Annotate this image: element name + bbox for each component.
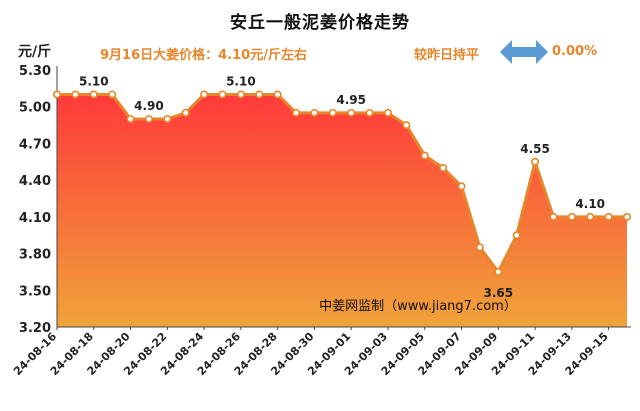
data-point <box>144 114 153 123</box>
y-tick-label: 4.70 <box>19 137 51 152</box>
data-point <box>420 151 429 160</box>
data-point <box>604 212 613 221</box>
y-tick-label: 3.80 <box>19 248 51 263</box>
data-point <box>512 231 521 240</box>
change-label: 较昨日持平 <box>414 48 480 63</box>
unit-label: 元/斤 <box>18 44 52 60</box>
data-point <box>531 157 540 166</box>
data-label: 4.90 <box>134 99 164 113</box>
data-point <box>347 108 356 117</box>
data-point <box>52 90 61 99</box>
data-point <box>328 108 337 117</box>
y-tick-label: 5.30 <box>19 64 51 79</box>
y-tick-label: 3.50 <box>19 284 51 299</box>
watermark-text: 中姜网监制（www.jiang7.com） <box>319 299 517 314</box>
y-tick-label: 3.20 <box>19 321 51 336</box>
data-label: 5.10 <box>226 74 256 88</box>
data-label: 5.10 <box>79 74 109 88</box>
data-point <box>181 108 190 117</box>
data-label: 4.95 <box>336 93 366 107</box>
change-value: 0.00% <box>552 44 598 59</box>
data-point <box>439 163 448 172</box>
data-point <box>255 90 264 99</box>
data-label: 3.65 <box>483 286 513 300</box>
data-point <box>218 90 227 99</box>
data-point <box>292 108 301 117</box>
data-point <box>236 90 245 99</box>
data-point <box>365 108 374 117</box>
double-arrow-icon <box>500 40 548 64</box>
data-point <box>549 212 558 221</box>
data-point <box>273 90 282 99</box>
today-price-text: 9月16日大姜价格：4.10元/斤左右 <box>100 48 307 63</box>
data-point <box>475 243 484 252</box>
data-point <box>71 90 80 99</box>
data-point <box>89 90 98 99</box>
data-point <box>402 121 411 130</box>
y-tick-label: 5.00 <box>19 101 51 116</box>
data-point <box>622 212 631 221</box>
data-point <box>126 114 135 123</box>
chart-title: 安丘一般泥姜价格走势 <box>230 13 410 33</box>
data-point <box>108 90 117 99</box>
data-point <box>383 108 392 117</box>
data-point <box>457 182 466 191</box>
data-label: 4.55 <box>520 142 550 156</box>
area-fill <box>57 94 627 327</box>
y-tick-label: 4.40 <box>19 174 51 189</box>
data-point <box>567 212 576 221</box>
data-point <box>200 90 209 99</box>
data-point <box>586 212 595 221</box>
data-point <box>494 267 503 276</box>
data-point <box>163 114 172 123</box>
data-label: 4.10 <box>575 197 605 211</box>
data-point <box>310 108 319 117</box>
y-tick-label: 4.10 <box>19 211 51 226</box>
